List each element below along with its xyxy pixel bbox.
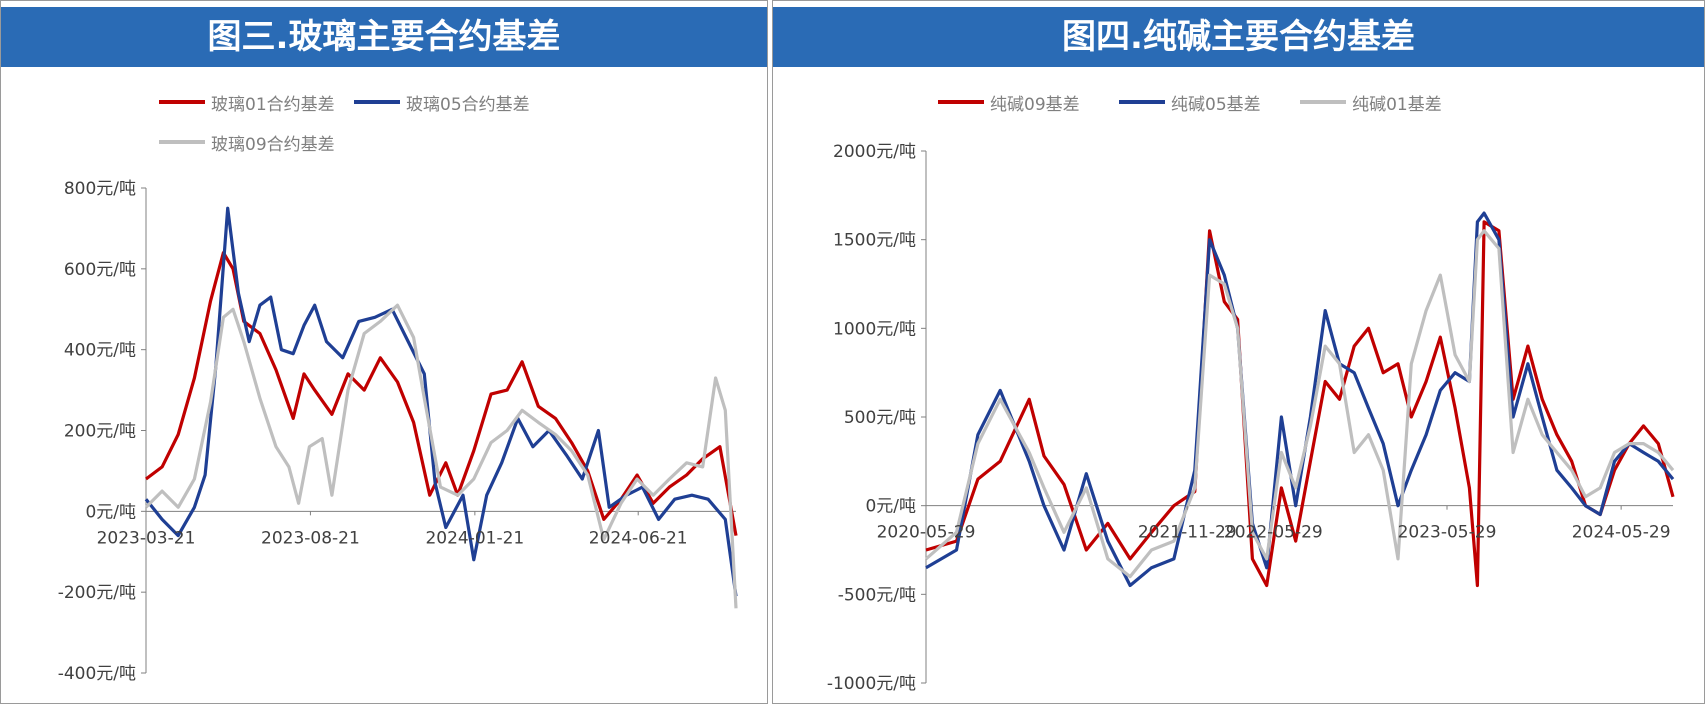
y-tick-label: 1500元/吨 — [833, 231, 916, 251]
chart-plot-area: -1000元/吨 -500元/吨 0元/吨 500元/吨 1000元/吨 1500元/吨 2… — [827, 142, 1675, 694]
legend-swatch — [1300, 100, 1347, 104]
x-tick-label: 2023-08-21 — [261, 528, 360, 548]
y-tick-label: 2000元/吨 — [833, 142, 916, 162]
chart-title: 图四.纯碱主要合约基差 — [773, 7, 1704, 67]
chart-legend: 玻璃01合约基差 玻璃05合约基差 — [159, 89, 544, 115]
series-line — [924, 229, 1675, 579]
x-tick-label: 2022-05-29 — [1224, 523, 1323, 543]
series-line — [144, 303, 738, 609]
y-tick-label: 600元/吨 — [64, 260, 136, 280]
y-tick-label: -200元/吨 — [58, 583, 136, 603]
x-tick-label: 2020-05-29 — [877, 523, 976, 543]
chart-legend: 纯碱09基差 纯碱05基差 纯碱01基差 — [938, 89, 1456, 115]
y-tick-label: -500元/吨 — [838, 585, 916, 605]
legend-label: 玻璃01合约基差 — [211, 94, 335, 115]
y-tick-label: 1000元/吨 — [833, 319, 916, 339]
chart-title: 图三.玻璃主要合约基差 — [1, 7, 767, 67]
x-tick-label: 2024-05-29 — [1572, 523, 1671, 543]
x-tick-label: 2023-05-29 — [1398, 523, 1497, 543]
legend-item: 纯碱01基差 — [1300, 90, 1442, 115]
y-tick-label: -400元/吨 — [58, 664, 136, 684]
y-tick-label: 400元/吨 — [64, 341, 136, 361]
series-line — [925, 211, 1675, 588]
legend-swatch — [354, 100, 401, 104]
legend-swatch — [159, 100, 205, 104]
x-tick-label: 2023-03-21 — [97, 528, 196, 548]
chart-panel-glass: 图三.玻璃主要合约基差 玻璃01合约基差 玻璃05合约基差 玻璃09合约基差 -… — [0, 0, 768, 704]
y-tick-label: 200元/吨 — [64, 422, 136, 442]
y-tick-label: 0元/吨 — [85, 502, 136, 522]
legend-swatch — [159, 140, 205, 144]
legend-item: 纯碱05基差 — [1119, 90, 1261, 115]
chart-plot-area: -400元/吨 -200元/吨 0元/吨 200元/吨 400元/吨 600元/吨 800元… — [58, 179, 738, 684]
legend-swatch — [938, 100, 984, 104]
legend-item: 纯碱09基差 — [938, 90, 1080, 115]
legend-item: 玻璃09合约基差 — [159, 130, 335, 155]
chart-legend-row-2: 玻璃09合约基差 — [159, 129, 349, 155]
y-tick-label: 500元/吨 — [844, 408, 916, 428]
legend-label: 纯碱09基差 — [990, 94, 1080, 115]
series-line — [145, 251, 738, 536]
legend-label: 玻璃09合约基差 — [211, 134, 335, 155]
x-tick-label: 2024-01-21 — [425, 528, 524, 548]
legend-swatch — [1119, 100, 1166, 104]
x-tick-label: 2021-11-29 — [1138, 523, 1237, 543]
y-tick-label: 800元/吨 — [64, 179, 136, 199]
legend-item: 玻璃01合约基差 — [159, 90, 335, 115]
y-tick-label: -1000元/吨 — [827, 674, 916, 694]
legend-label: 纯碱01基差 — [1352, 94, 1442, 115]
x-tick-label: 2024-06-21 — [589, 528, 688, 548]
legend-label: 纯碱05基差 — [1171, 94, 1261, 115]
legend-label: 玻璃05合约基差 — [406, 94, 530, 115]
y-tick-label: 0元/吨 — [865, 497, 916, 517]
legend-item: 玻璃05合约基差 — [354, 90, 530, 115]
chart-panel-soda-ash: 图四.纯碱主要合约基差 纯碱09基差 纯碱05基差 纯碱01基差 -1000元/… — [772, 0, 1705, 704]
